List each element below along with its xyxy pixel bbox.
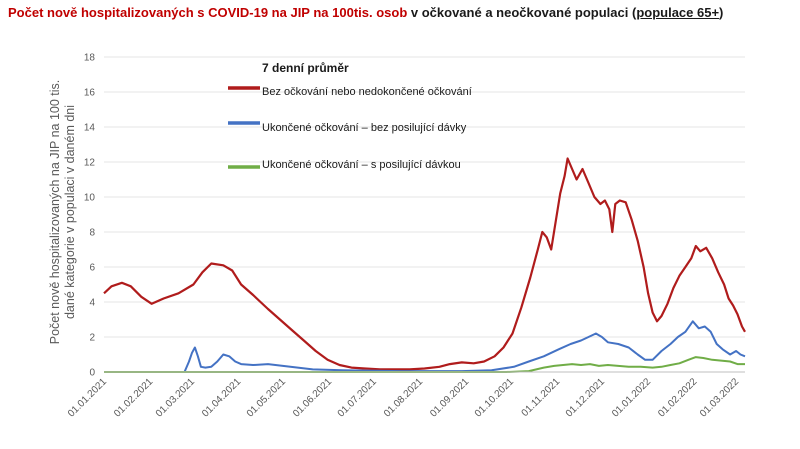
series-line-no-booster [104,320,746,373]
x-tick-label: 01.02.2021 [112,376,155,419]
y-tick-label: 4 [89,298,95,309]
y-tick-label: 10 [84,193,96,204]
chart-title: Počet nově hospitalizovaných s COVID-19 … [8,5,723,20]
chart-title-part2: v očkované a neočkované populaci ( [407,5,637,20]
y-axis-label-line2: dané kategorie v populaci v daném dni [63,105,77,319]
series-line-unvaccinated [103,157,746,371]
x-tick-label: 01.04.2021 [200,376,243,419]
y-tick-label: 14 [84,123,96,134]
x-tick-label: 01.06.2021 [291,376,334,419]
y-tick-label: 6 [89,263,95,274]
x-tick-label: 01.09.2021 [428,376,471,419]
x-tick-label: 01.01.2022 [610,376,653,419]
legend: 7 denní průměr Bez očkování nebo nedokon… [228,61,472,171]
series-line-booster [104,356,745,373]
y-tick-label: 8 [89,228,95,239]
x-tick-label: 01.11.2021 [520,376,563,419]
y-tick-label: 2 [89,333,95,344]
chart-title-part1: Počet nově hospitalizovaných s COVID-19 … [8,5,408,20]
x-tick-label: 01.08.2021 [382,376,425,419]
legend-title: 7 denní průměr [262,61,349,75]
y-tick-label: 0 [89,368,95,379]
y-axis-label-line1: Počet nově hospitalizovaných na JIP na 1… [48,80,62,345]
series-lines [103,157,746,373]
chart-title-part4: ) [719,5,724,20]
x-tick-label: 01.10.2021 [473,376,516,419]
x-tick-label: 01.03.2022 [698,376,741,419]
y-tick-label: 12 [84,158,96,169]
y-tick-label: 16 [84,88,96,99]
legend-label-no-booster: Ukončené očkování – bez posilující dávky [262,122,467,134]
legend-label-unvaccinated: Bez očkování nebo nedokončené očkování [262,86,472,98]
y-tick-labels: 0 2 4 6 8 10 12 14 16 18 [84,53,96,379]
x-tick-label: 01.03.2021 [154,376,197,419]
grid-lines [104,56,745,338]
x-tick-label: 01.07.2021 [336,376,379,419]
y-tick-label: 18 [84,53,96,64]
chart-title-part3: populace 65+ [636,5,720,20]
x-tick-label: 01.12.2021 [564,376,607,419]
x-tick-label: 01.01.2021 [66,376,109,419]
legend-label-booster: Ukončené očkování – s posilující dávkou [262,159,461,171]
x-tick-label: 01.05.2021 [245,376,288,419]
x-tick-label: 01.02.2022 [656,376,699,419]
